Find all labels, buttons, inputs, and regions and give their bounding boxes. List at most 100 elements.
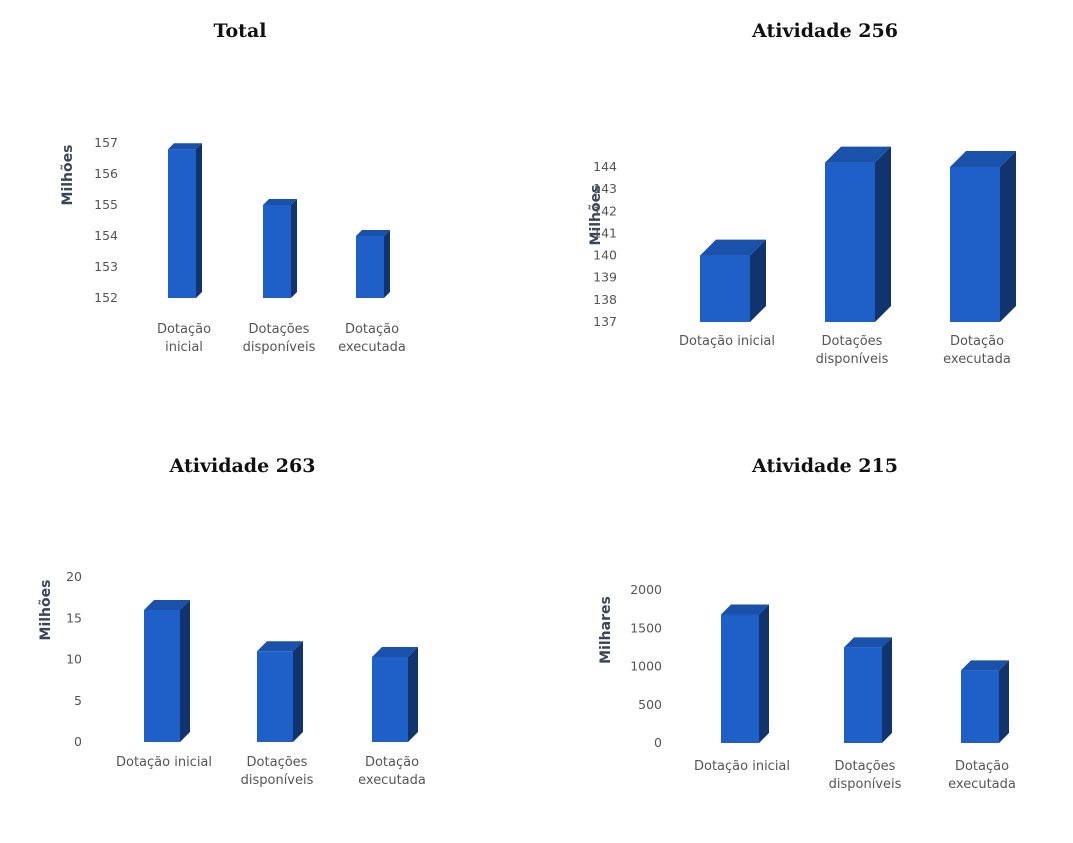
y-tick-label: 5 [74, 693, 82, 708]
bar [144, 600, 190, 742]
x-category-label: disponíveis [241, 773, 314, 788]
bar [168, 143, 202, 298]
x-category-label: executada [358, 773, 426, 788]
chart-total-plot: Milhões 152 153 154 155 156 157 Dotação inicial D… [60, 135, 406, 355]
x-category-label: disponíveis [829, 777, 902, 792]
y-tick-label: 0 [654, 735, 662, 750]
chart-atividade-256-plot: Milhões 137 138 139 140 141 142 143 144 Dotação i… [588, 146, 1016, 367]
bar-side [196, 143, 202, 298]
y-tick-label: 20 [66, 569, 82, 584]
chart-atividade-256: Atividade 256 Milhões 137 138 139 140 141 142 1… [580, 15, 1050, 415]
bar-top [356, 230, 390, 236]
bar-front [372, 657, 408, 742]
y-tick-label: 155 [94, 197, 118, 212]
y-tick-label: 154 [94, 228, 118, 243]
bar-top [372, 647, 418, 658]
y-axis-label: Milhões [588, 185, 604, 246]
bar [844, 637, 892, 743]
y-tick-label: 157 [94, 135, 118, 150]
y-tick-label: 1000 [630, 659, 662, 674]
bar-top [700, 239, 766, 256]
bar-side [293, 641, 303, 742]
chart-atividade-215: Atividade 215 Milhares 0 500 1000 1500 2000 Do… [580, 450, 1050, 830]
x-category-label: Dotações [822, 334, 883, 349]
bar-side [291, 199, 297, 298]
bar [961, 660, 1009, 743]
bar-front [950, 167, 1000, 322]
y-axis-label: Milhões [60, 145, 76, 206]
x-category-label: Dotação [950, 334, 1004, 349]
bar [700, 239, 766, 322]
bar-front [961, 670, 999, 743]
bar-side [882, 637, 892, 743]
bar-top [263, 199, 297, 205]
y-tick-label: 137 [593, 314, 617, 329]
chart-atividade-215-plot: Milhares 0 500 1000 1500 2000 Dotação inicial D… [598, 582, 1016, 792]
y-tick-label: 156 [94, 166, 118, 181]
y-tick-label: 10 [66, 652, 82, 667]
bar-top [257, 641, 303, 652]
bar [257, 641, 303, 742]
bar-top [844, 637, 892, 648]
x-category-label: executada [338, 340, 406, 355]
x-category-label: disponíveis [816, 352, 889, 367]
bar [721, 604, 769, 743]
x-category-label: Dotação inicial [694, 759, 790, 774]
chart-atividade-263: Atividade 263 Milhões 0 5 10 15 20 Dotação ini… [20, 450, 480, 830]
y-axis-label: Milhares [598, 596, 614, 664]
x-category-label: Dotações [835, 759, 896, 774]
y-tick-label: 144 [593, 159, 617, 174]
chart-atividade-263-plot: Milhões 0 5 10 15 20 Dotação inicial Dotações di… [38, 569, 426, 788]
bar-front [721, 614, 759, 743]
bar-front [700, 255, 750, 322]
bar-side [759, 604, 769, 743]
y-tick-label: 153 [94, 259, 118, 274]
chart-title: Atividade 263 [169, 455, 316, 477]
x-category-label: Dotações [249, 322, 310, 337]
x-category-label: Dotação [955, 759, 1009, 774]
bar-side [384, 230, 390, 298]
chart-total: Total Milhões 152 153 154 155 156 157 Dotação in… [40, 15, 460, 415]
x-category-label: executada [943, 352, 1011, 367]
x-category-label: executada [948, 777, 1016, 792]
bar-front [263, 205, 291, 298]
bar [825, 146, 891, 322]
bar [372, 647, 418, 742]
y-tick-label: 152 [94, 290, 118, 305]
y-axis-label: Milhões [38, 580, 54, 641]
chart-title: Atividade 215 [752, 455, 898, 477]
chart-title: Atividade 256 [752, 20, 898, 42]
y-tick-label: 2000 [630, 582, 662, 597]
y-tick-label: 15 [66, 610, 82, 625]
y-tick-label: 138 [593, 292, 617, 307]
bar-front [144, 610, 180, 742]
bar [356, 230, 390, 298]
bar-front [257, 651, 293, 742]
bar-front [844, 647, 882, 743]
bar [263, 199, 297, 298]
bar-front [825, 162, 875, 322]
bar-side [180, 600, 190, 742]
y-tick-label: 143 [593, 181, 617, 196]
x-category-label: Dotação [157, 322, 211, 337]
bar-top [825, 146, 891, 163]
y-tick-label: 141 [593, 225, 617, 240]
x-category-label: Dotação inicial [116, 755, 212, 770]
bar-side [750, 239, 766, 322]
bar-front [356, 236, 384, 298]
y-tick-label: 1500 [630, 620, 662, 635]
x-category-label: inicial [165, 340, 203, 355]
bar-side [999, 660, 1009, 743]
bar-side [1000, 151, 1016, 322]
y-tick-label: 500 [638, 697, 662, 712]
chart-title: Total [213, 20, 267, 42]
bar [950, 151, 1016, 322]
x-category-label: Dotações [247, 755, 308, 770]
bar-top [961, 660, 1009, 671]
bar-side [408, 647, 418, 742]
bar-top [721, 604, 769, 615]
x-category-label: disponíveis [243, 340, 316, 355]
bar-top [950, 151, 1016, 167]
y-tick-label: 140 [593, 248, 617, 263]
y-tick-label: 142 [593, 203, 617, 218]
